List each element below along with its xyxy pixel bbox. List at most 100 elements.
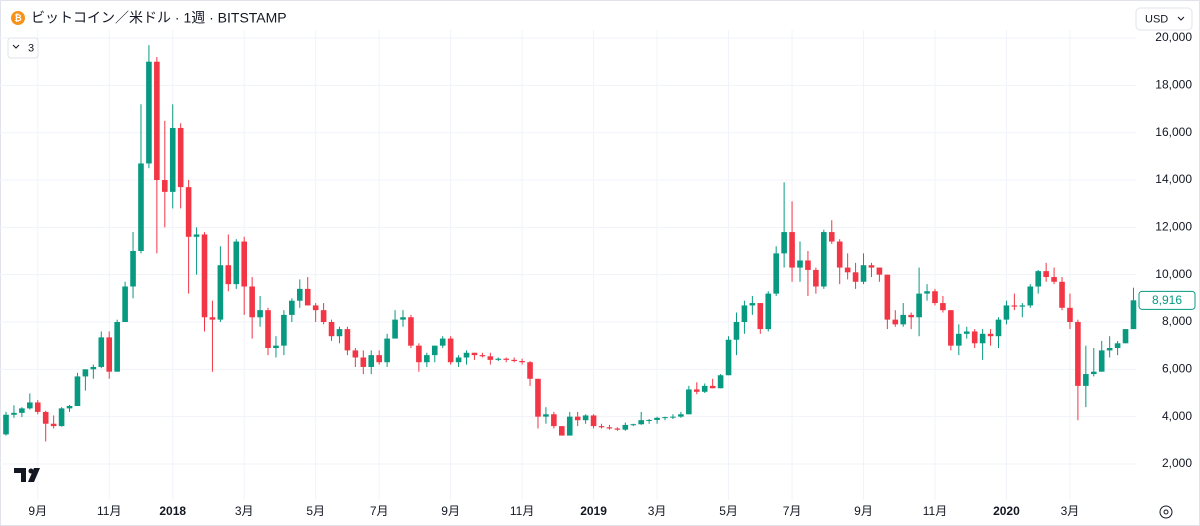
candle-body (233, 241, 240, 285)
candle-body (717, 375, 724, 389)
indicator-count: 3 (28, 42, 34, 54)
last-price-label: 8,916 (1152, 293, 1182, 307)
candle-body (916, 293, 922, 318)
candle-body (11, 412, 17, 415)
candle-body (376, 355, 382, 363)
currency-label: USD (1145, 13, 1168, 25)
candle-body (701, 385, 708, 392)
candle-body (177, 127, 184, 188)
candle-body (503, 358, 510, 360)
candle-body (1011, 305, 1018, 307)
x-tick-label: 7月 (370, 504, 389, 518)
x-tick-label: 9月 (854, 504, 873, 518)
y-tick-label: 20,000 (1155, 30, 1192, 44)
candle-body (257, 310, 263, 318)
candle-body (384, 338, 390, 363)
candle-body (1051, 277, 1057, 282)
y-tick-label: 8,000 (1162, 314, 1192, 328)
candle-body (249, 286, 255, 318)
candle-body (439, 338, 446, 346)
symbol-title: ビットコイン／米ドル · 1週 · BITSTAMP (31, 10, 287, 26)
candle-body (662, 417, 668, 419)
candle-body (511, 359, 517, 362)
candle-body (185, 187, 192, 237)
candle-body (265, 310, 271, 349)
candle-body (757, 303, 764, 330)
x-tick-label: 5月 (306, 504, 325, 518)
candle-body (400, 317, 406, 320)
candle-body (924, 291, 930, 294)
candle-body (138, 163, 144, 252)
candle-body (900, 314, 907, 325)
candle-body (471, 352, 478, 356)
candle-body (416, 345, 422, 363)
candle-body (948, 310, 954, 346)
plot-area: 2,000 4,000 6,000 8,000 10,000 12,000 14,000 16… (0, 30, 1196, 518)
candle-body (479, 355, 486, 357)
btc-icon (11, 11, 25, 25)
candle-body (940, 303, 946, 311)
candle-body (122, 286, 128, 322)
candle-body (487, 356, 494, 360)
candle-body (146, 61, 152, 164)
candle-body (606, 427, 613, 429)
candle-body (693, 389, 700, 392)
candle-body (797, 260, 803, 268)
candle-body (527, 362, 533, 379)
candle-body (852, 272, 859, 282)
candle-body (868, 265, 875, 268)
candle-body (1114, 343, 1121, 349)
candle-body (27, 402, 33, 409)
last-price-box (1138, 290, 1196, 310)
candle-body (789, 232, 795, 268)
settings-icon[interactable] (1159, 505, 1173, 519)
candle-body (1035, 271, 1041, 287)
candle-body (725, 339, 732, 376)
y-tick-label: 18,000 (1155, 78, 1192, 92)
candle-body (42, 411, 49, 424)
x-tick-label: 7月 (783, 504, 802, 518)
candle-body (58, 408, 65, 427)
candle-body (209, 317, 216, 320)
candle-body (3, 414, 9, 435)
indicator-toggle[interactable] (7, 37, 39, 59)
candle-body (805, 260, 811, 270)
candle-body (884, 274, 891, 320)
currency-caret (1177, 16, 1185, 21)
candle-body (654, 417, 660, 420)
candle-body (566, 416, 573, 436)
candle-body (1067, 307, 1073, 322)
candle-body (1083, 374, 1089, 386)
candle-body (741, 305, 748, 322)
candle-body (813, 269, 819, 287)
tv-logo (14, 468, 40, 482)
candle-body (836, 241, 843, 268)
currency-button[interactable] (1135, 7, 1193, 31)
candle-body (344, 329, 351, 351)
candle-body (408, 317, 414, 346)
candle-body (162, 180, 168, 192)
candle-body (622, 424, 629, 430)
candle-body (519, 361, 525, 363)
candle-body (66, 405, 73, 409)
candle-body (590, 415, 597, 427)
candle-body (678, 414, 684, 417)
candle-body (154, 61, 160, 181)
candle-body (932, 291, 938, 304)
candle-body (368, 355, 375, 367)
candle-body (963, 331, 970, 334)
candle-body (431, 345, 438, 356)
candle-body (582, 415, 589, 421)
x-tick-label: 5月 (719, 504, 738, 518)
candle-body (1130, 300, 1137, 330)
y-tick-label: 4,000 (1162, 409, 1192, 423)
candle-body (289, 300, 295, 315)
candle-body (463, 352, 470, 358)
candle-body (106, 337, 113, 372)
y-tick-label: 2,000 (1162, 456, 1192, 470)
candle-body (1027, 286, 1034, 306)
indicator-caret (12, 44, 20, 49)
candle-body (987, 333, 994, 337)
candle-body (241, 241, 247, 287)
